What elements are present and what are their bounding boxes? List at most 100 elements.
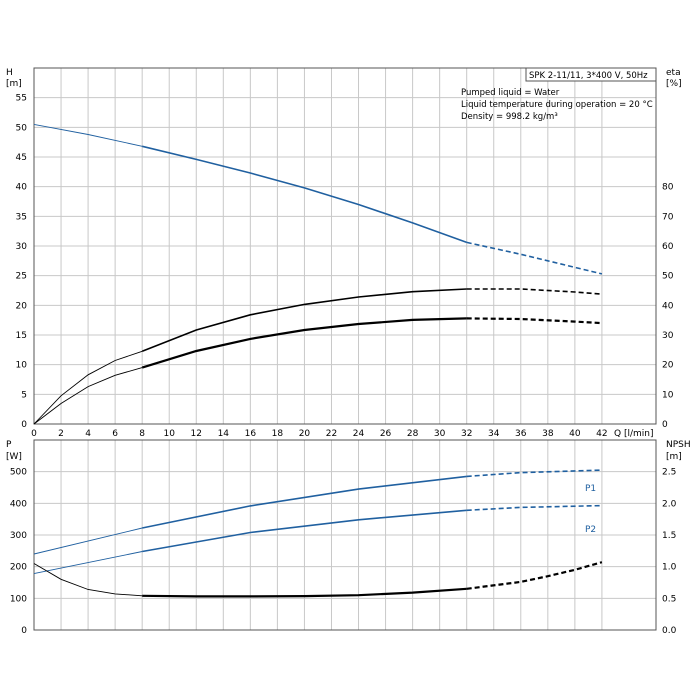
- upper-left-tick-label: 25: [16, 272, 27, 282]
- upper-right-tick-label: 70: [662, 212, 674, 222]
- upper-right-tick-label: 50: [662, 272, 674, 282]
- upper-x-tick-label: 20: [299, 429, 311, 439]
- upper-left-tick-label: 20: [16, 301, 28, 311]
- upper-left-axis-label: H: [6, 68, 13, 78]
- upper-series-1-line-extrapolated-start: [33, 123, 143, 147]
- upper-right-axis-unit: [%]: [666, 79, 682, 89]
- lower-series-p1-line-extrapolated-start: [33, 527, 143, 555]
- upper-left-tick-label: 15: [16, 331, 27, 341]
- upper-series-3-line-extrapolated-end: [466, 317, 602, 325]
- upper-x-tick-label: 24: [353, 429, 365, 439]
- upper-x-tick-label: 36: [515, 429, 527, 439]
- upper-grid: [33, 68, 656, 425]
- lower-left-tick-label: 500: [10, 468, 27, 478]
- upper-panel: 0 2 4 6 8 10 12 14 16 18 20 22 24 26 28 30 32 34 36 38 40 420…: [6, 67, 682, 439]
- upper-left-tick-label: 10: [16, 361, 28, 371]
- upper-left-tick-label: 0: [21, 420, 27, 430]
- upper-left-tick-label: 35: [16, 212, 27, 222]
- upper-right-tick-label: 80: [662, 183, 674, 193]
- upper-x-axis-label: Q [l/min]: [614, 429, 653, 439]
- note-liquid-temperature: Liquid temperature during operation = 20…: [461, 100, 653, 110]
- lower-right-tick-label: 1.5: [662, 531, 676, 541]
- lower-right-axis-unit: [m]: [666, 452, 682, 462]
- upper-x-tick-label: 42: [596, 429, 607, 439]
- lower-left-axis-label: P: [6, 440, 12, 450]
- upper-left-tick-label: 5: [21, 390, 27, 400]
- upper-series-2-line-extrapolated-start: [33, 350, 143, 425]
- upper-x-tick-label: 2: [58, 429, 64, 439]
- upper-right-tick-label: 0: [662, 420, 668, 430]
- lower-left-tick-label: 0: [21, 626, 27, 636]
- upper-left-tick-label: 55: [16, 94, 27, 104]
- upper-series-1-line: [142, 145, 467, 244]
- upper-x-tick-label: 14: [218, 429, 230, 439]
- upper-tick-labels: 0 2 4 6 8 10 12 14 16 18 20 22 24 26 28 30 32 34 36 38 40 420…: [16, 94, 674, 439]
- pump-model-label: SPK 2-11/11, 3*400 V, 50Hz: [529, 71, 648, 81]
- series-label-p2: P2: [585, 525, 596, 535]
- note-density: Density = 998.2 kg/m³: [461, 112, 558, 122]
- upper-right-tick-label: 60: [662, 242, 674, 252]
- note-pumped-liquid: Pumped liquid = Water: [461, 88, 560, 98]
- lower-left-tick-label: 300: [10, 531, 27, 541]
- upper-series-3-line-extrapolated-start: [33, 367, 143, 425]
- upper-x-tick-label: 0: [31, 429, 37, 439]
- lower-right-tick-label: 2.0: [662, 499, 677, 509]
- pump-model-box: [525, 67, 657, 82]
- lower-right-tick-label: 0.5: [662, 594, 676, 604]
- lower-right-tick-label: 1.0: [662, 563, 677, 573]
- lower-series-3-line-extrapolated-start: [33, 563, 143, 597]
- upper-series-1-line-extrapolated-end: [466, 241, 603, 275]
- lower-series-p1-line-extrapolated-end: [466, 469, 602, 478]
- upper-right-tick-label: 10: [662, 390, 674, 400]
- lower-series-3-line-extrapolated-end: [466, 561, 603, 590]
- lower-tick-labels: 0 100 200 300 400 500 0.0 0.5 1.0 1.5 2.0 2.5: [10, 468, 677, 636]
- upper-x-tick-label: 8: [139, 429, 145, 439]
- lower-series: [33, 469, 603, 598]
- lower-series-p1-line: [142, 475, 467, 529]
- upper-left-axis-unit: [m]: [6, 79, 22, 89]
- lower-series-p2-line-extrapolated-end: [466, 504, 602, 512]
- lower-grid: [33, 440, 656, 631]
- lower-series-p2-line-extrapolated-start: [33, 551, 143, 575]
- lower-left-tick-label: 100: [10, 594, 27, 604]
- upper-plot-frame: [33, 67, 657, 425]
- upper-x-tick-label: 32: [461, 429, 472, 439]
- lower-series-3-line: [142, 587, 467, 598]
- lower-right-tick-label: 0.0: [662, 626, 677, 636]
- upper-x-tick-label: 4: [85, 429, 91, 439]
- lower-left-axis-unit: [W]: [6, 452, 22, 462]
- upper-series-2-line: [141, 288, 467, 353]
- upper-series-3-line: [141, 317, 467, 369]
- upper-x-tick-label: 12: [191, 429, 202, 439]
- lower-left-tick-label: 200: [10, 563, 27, 573]
- upper-left-tick-label: 30: [16, 242, 28, 252]
- upper-right-tick-label: 30: [662, 331, 674, 341]
- series-label-p1: P1: [585, 484, 596, 494]
- upper-x-tick-label: 18: [272, 429, 284, 439]
- upper-left-tick-label: 50: [16, 123, 28, 133]
- upper-left-tick-label: 45: [16, 153, 27, 163]
- upper-x-tick-label: 38: [542, 429, 554, 439]
- upper-x-tick-label: 28: [407, 429, 419, 439]
- lower-right-tick-label: 2.5: [662, 468, 676, 478]
- upper-series: [33, 123, 603, 425]
- lower-plot-frame: [33, 439, 657, 631]
- upper-left-tick-label: 40: [16, 183, 28, 193]
- upper-x-tick-label: 34: [488, 429, 500, 439]
- upper-x-tick-label: 16: [245, 429, 257, 439]
- upper-x-tick-label: 30: [434, 429, 446, 439]
- upper-x-tick-label: 40: [569, 429, 581, 439]
- upper-x-tick-label: 26: [380, 429, 392, 439]
- upper-x-tick-label: 10: [163, 429, 175, 439]
- upper-x-tick-label: 6: [112, 429, 118, 439]
- upper-right-tick-label: 20: [662, 361, 674, 371]
- upper-x-tick-label: 22: [326, 429, 337, 439]
- upper-right-axis-label: eta: [666, 68, 681, 78]
- lower-right-axis-label: NPSH: [666, 440, 691, 450]
- lower-left-tick-label: 400: [10, 499, 27, 509]
- lower-panel: 0 100 200 300 400 500 0.0 0.5 1.0 1.5 2.0 2.5 P [W]…: [6, 439, 691, 636]
- lower-series-p2-line: [142, 509, 467, 553]
- upper-series-2-line-extrapolated-end: [466, 288, 602, 295]
- upper-right-tick-label: 40: [662, 301, 674, 311]
